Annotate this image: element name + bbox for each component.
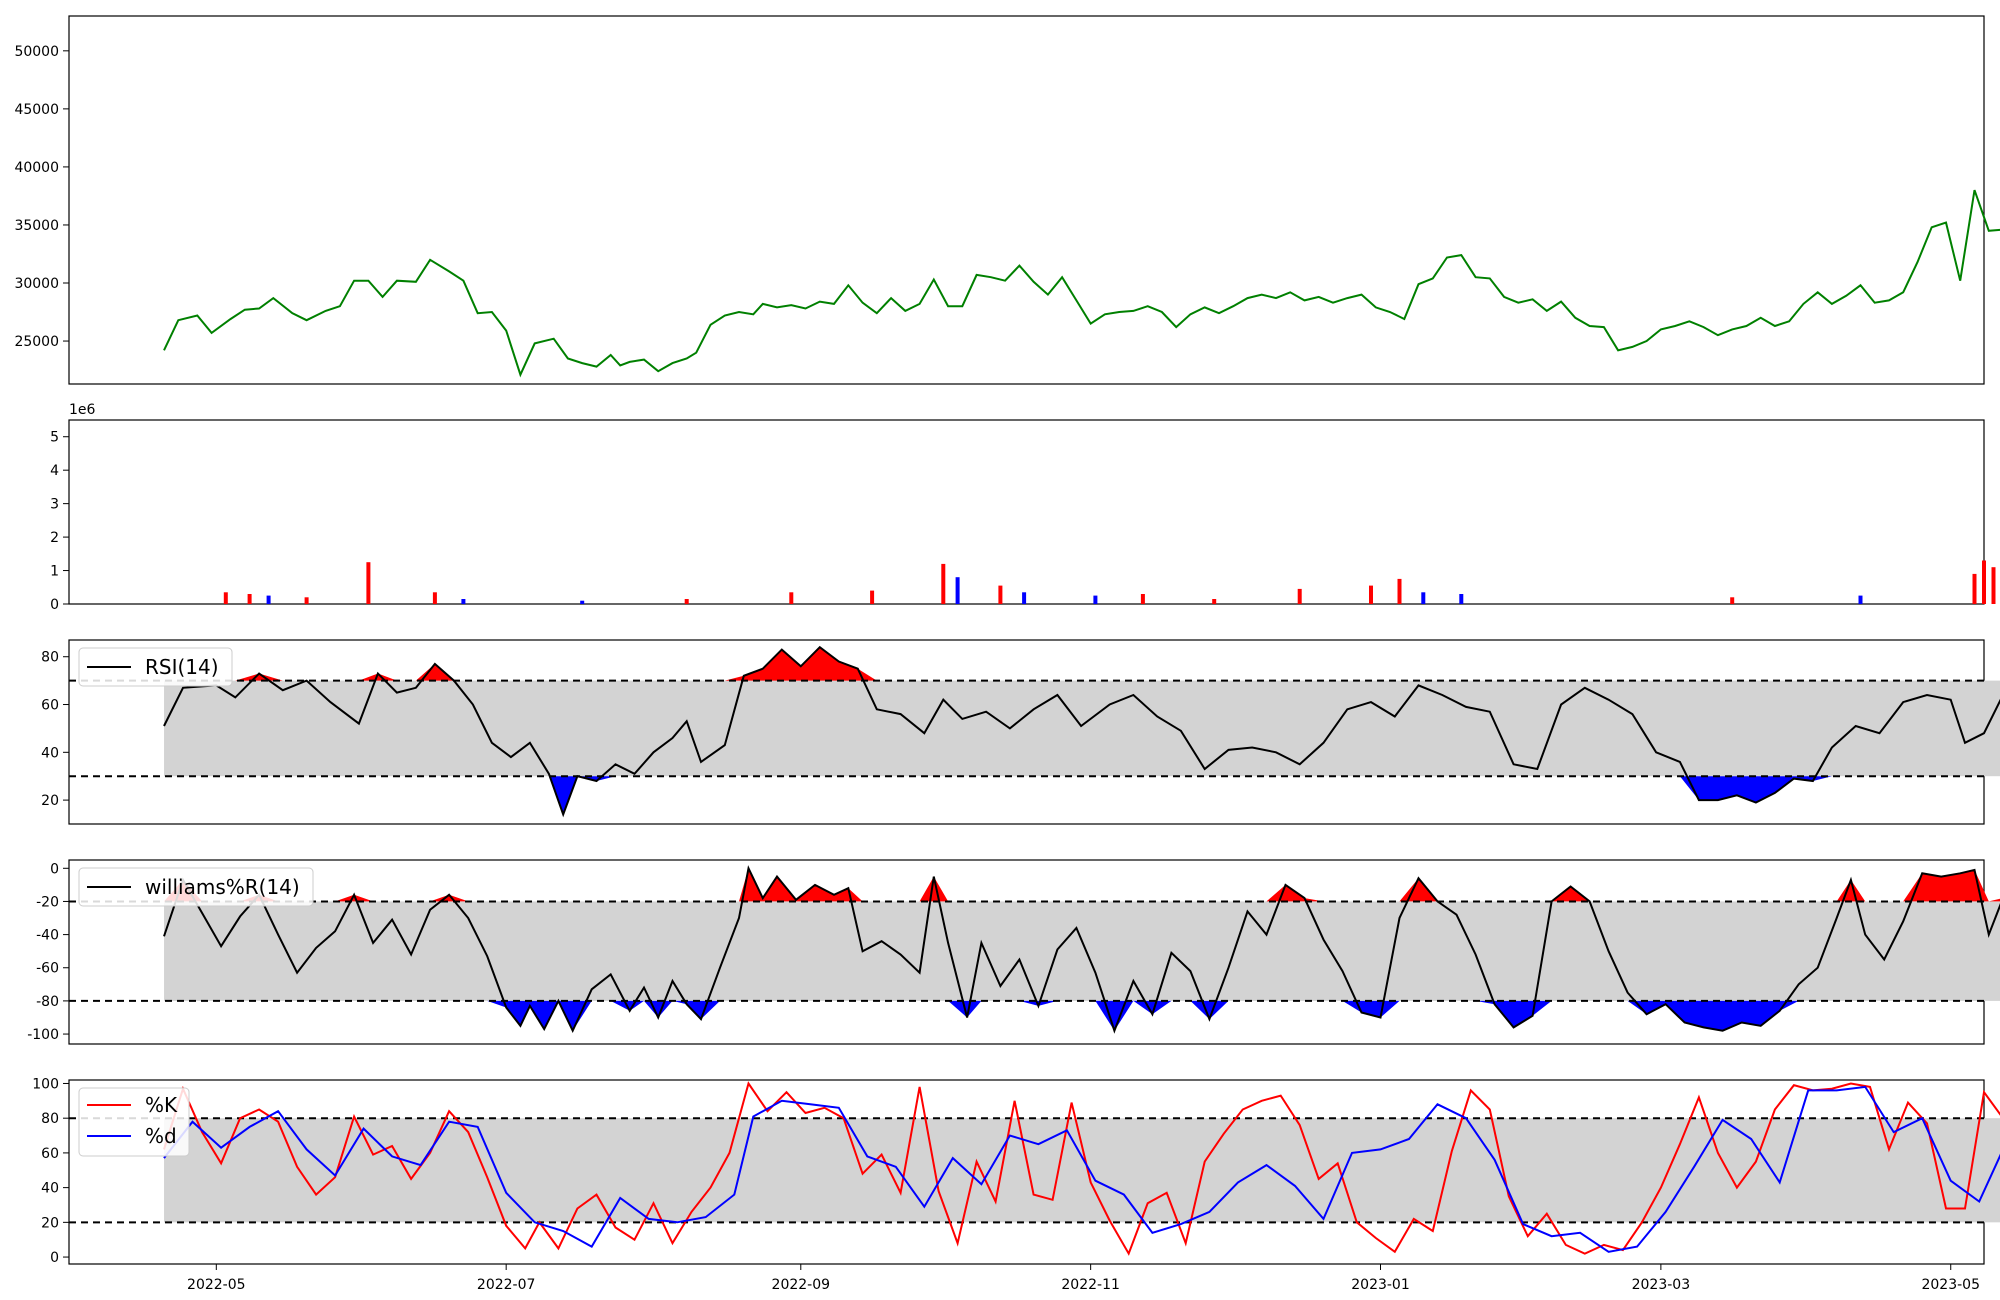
x-axis: 2022-05 2022-07 2022-09 2022-11 2023-01 2023-… bbox=[187, 1264, 1980, 1293]
volume-bar bbox=[870, 590, 875, 604]
volume-bar bbox=[1421, 592, 1426, 604]
rsi-band-fill bbox=[164, 680, 2000, 777]
rsi-y-tick-label: 60 bbox=[41, 698, 59, 714]
williams-legend-label: williams%R(14) bbox=[145, 875, 300, 899]
volume-y-tick-label: 4 bbox=[50, 463, 59, 479]
volume-y-tick-label: 0 bbox=[50, 597, 59, 613]
volume-bar bbox=[1022, 592, 1027, 604]
volume-bar bbox=[1140, 594, 1145, 604]
volume-bar bbox=[941, 563, 946, 604]
x-tick-label: 2023-05 bbox=[1921, 1277, 1980, 1293]
rsi-line bbox=[163, 645, 2000, 818]
x-tick-label: 2022-09 bbox=[772, 1277, 831, 1293]
rsi-legend: RSI(14) bbox=[78, 647, 233, 687]
stochastic-legend-d-label: %d bbox=[145, 1124, 177, 1148]
stochastic-y-tick-label: 80 bbox=[41, 1111, 59, 1127]
volume-bar bbox=[1972, 573, 1977, 604]
volume-bar bbox=[955, 577, 960, 604]
williams-overbought-fill bbox=[164, 868, 2000, 902]
volume-panel-frame bbox=[68, 419, 1985, 605]
williams-oversold-fill bbox=[164, 1000, 2000, 1031]
rsi-y-tick-label: 40 bbox=[41, 745, 59, 761]
volume-panel: 1e6 0 1 2 3 4 5 bbox=[50, 402, 1996, 613]
volume-y-tick-label: 5 bbox=[50, 430, 59, 446]
stochastic-y-tick-label: 0 bbox=[50, 1250, 59, 1266]
stochastic-y-tick-label: 60 bbox=[41, 1146, 59, 1162]
stochastic-panel: 0 20 40 60 80 100 bbox=[32, 1076, 2000, 1266]
price-y-tick-label: 35000 bbox=[14, 218, 59, 234]
williams-band-fill bbox=[164, 901, 2000, 1001]
volume-bar bbox=[223, 592, 228, 604]
volume-y-tick-label: 1 bbox=[50, 564, 59, 580]
x-tick-label: 2022-05 bbox=[187, 1277, 246, 1293]
price-y-tick-label: 25000 bbox=[14, 334, 59, 350]
volume-bar bbox=[432, 592, 437, 604]
rsi-y-tick-label: 20 bbox=[41, 793, 59, 809]
volume-bar bbox=[684, 599, 689, 604]
x-tick-label: 2022-11 bbox=[1061, 1277, 1120, 1293]
x-tick-label: 2023-03 bbox=[1632, 1277, 1691, 1293]
price-panel-frame bbox=[68, 15, 1985, 385]
volume-bar bbox=[1991, 567, 1996, 604]
volume-bar bbox=[1297, 588, 1302, 604]
rsi-legend-label: RSI(14) bbox=[145, 655, 219, 679]
williams-y-tick-label: -80 bbox=[36, 994, 59, 1010]
volume-bar bbox=[580, 600, 585, 604]
volume-bar bbox=[1730, 597, 1735, 604]
volume-y-tick-label: 3 bbox=[50, 497, 59, 513]
volume-bar bbox=[1459, 594, 1464, 604]
williams-legend-box bbox=[78, 867, 314, 907]
williams-y-tick-label: -40 bbox=[36, 928, 59, 944]
volume-y-tick-label: 2 bbox=[50, 530, 59, 546]
price-y-tick-label: 50000 bbox=[14, 44, 59, 60]
volume-bar bbox=[1982, 560, 1986, 604]
price-line bbox=[163, 189, 2000, 378]
stochastic-y-tick-label: 100 bbox=[32, 1076, 59, 1092]
stochastic-y-tick-label: 20 bbox=[41, 1215, 59, 1231]
williams-y-tick-label: 0 bbox=[50, 861, 59, 877]
stochastic-k-line bbox=[163, 1081, 2000, 1256]
williams-y-tick-label: -100 bbox=[27, 1027, 59, 1043]
volume-bar bbox=[266, 595, 271, 604]
volume-bar bbox=[366, 562, 371, 604]
williams-line bbox=[163, 865, 2000, 1034]
stochastic-legend: %K %d bbox=[78, 1087, 190, 1157]
rsi-y-tick-label: 80 bbox=[41, 650, 59, 666]
volume-bar bbox=[1858, 595, 1863, 604]
volume-bar bbox=[1369, 585, 1373, 604]
volume-bar bbox=[247, 594, 252, 604]
stochastic-d-line bbox=[163, 1085, 2000, 1253]
rsi-panel: 20 40 60 80 bbox=[41, 639, 2000, 825]
volume-bar bbox=[304, 597, 309, 604]
x-tick-label: 2023-01 bbox=[1351, 1277, 1410, 1293]
rsi-legend-box bbox=[78, 647, 233, 687]
williams-legend: williams%R(14) bbox=[78, 867, 314, 907]
volume-bar bbox=[1093, 595, 1098, 604]
price-panel: 25000 30000 35000 40000 45000 50000 bbox=[14, 15, 2000, 385]
volume-bar bbox=[789, 592, 794, 604]
price-y-tick-label: 30000 bbox=[14, 276, 59, 292]
price-y-tick-label: 45000 bbox=[14, 102, 59, 118]
stochastic-y-tick-label: 40 bbox=[41, 1181, 59, 1197]
stochastic-legend-k-label: %K bbox=[145, 1093, 178, 1117]
price-y-tick-label: 40000 bbox=[14, 160, 59, 176]
volume-bar bbox=[461, 599, 466, 604]
williams-panel: 0 -20 -40 -60 -80 -100 bbox=[27, 859, 2000, 1045]
x-tick-label: 2022-07 bbox=[477, 1277, 536, 1293]
williams-y-tick-label: -60 bbox=[36, 961, 59, 977]
williams-y-tick-label: -20 bbox=[36, 894, 59, 910]
volume-bar bbox=[1397, 578, 1402, 604]
rsi-oversold-fill bbox=[164, 776, 2000, 815]
rsi-overbought-fill bbox=[164, 647, 2000, 681]
volume-bar bbox=[1212, 599, 1217, 604]
volume-multiplier-label: 1e6 bbox=[69, 402, 96, 418]
volume-bar bbox=[998, 585, 1003, 604]
